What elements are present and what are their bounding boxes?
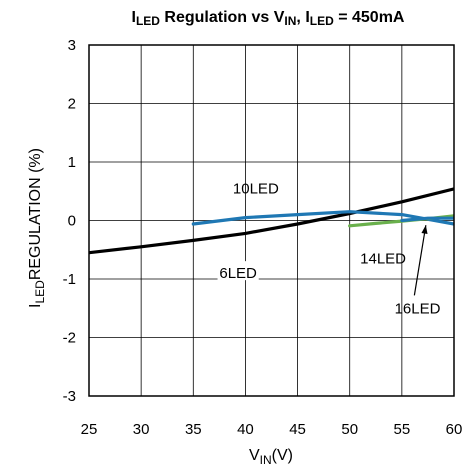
y-tick-label: 2 <box>68 96 76 113</box>
annotation-14led: 14LED <box>360 251 406 268</box>
x-tick-label: 30 <box>133 421 150 438</box>
y-tick-label: -2 <box>63 330 76 347</box>
x-tick-label: 55 <box>394 421 411 438</box>
y-tick-label: 1 <box>68 154 76 171</box>
chart-title: ILED Regulation vs VIN, ILED = 450mA <box>132 9 405 28</box>
annotation-16led: 16LED <box>395 300 441 317</box>
annotations-layer: 10LED 6LED 14LED 16LED <box>217 180 441 317</box>
y-tick-label: 0 <box>68 213 76 230</box>
series-line-16led <box>400 216 454 223</box>
y-tick-labels: -3 -2 -1 0 1 2 3 <box>63 37 76 405</box>
x-tick-label: 50 <box>341 421 358 438</box>
x-tick-label: 35 <box>185 421 202 438</box>
x-tick-label: 25 <box>81 421 98 438</box>
y-tick-label: 3 <box>68 37 76 54</box>
series-line-10led <box>191 210 454 226</box>
x-tick-label: 45 <box>289 421 306 438</box>
annotation-arrow <box>413 225 427 296</box>
y-tick-label: -3 <box>63 388 76 405</box>
x-tick-label: 40 <box>237 421 254 438</box>
annotation-arrowhead <box>421 225 428 235</box>
series-layer <box>89 187 454 255</box>
x-axis-label: VIN(V) <box>249 447 293 467</box>
series-line-6led <box>89 187 454 255</box>
y-axis-label: ILEDREGULATION (%) <box>27 148 47 308</box>
x-tick-label: 60 <box>446 421 463 438</box>
annotation-10led: 10LED <box>233 180 279 197</box>
annotation-6led: 6LED <box>219 265 257 282</box>
plot-frame <box>88 44 455 397</box>
x-tick-labels: 25 30 35 40 45 50 55 60 <box>81 421 463 438</box>
y-tick-label: -1 <box>63 271 76 288</box>
